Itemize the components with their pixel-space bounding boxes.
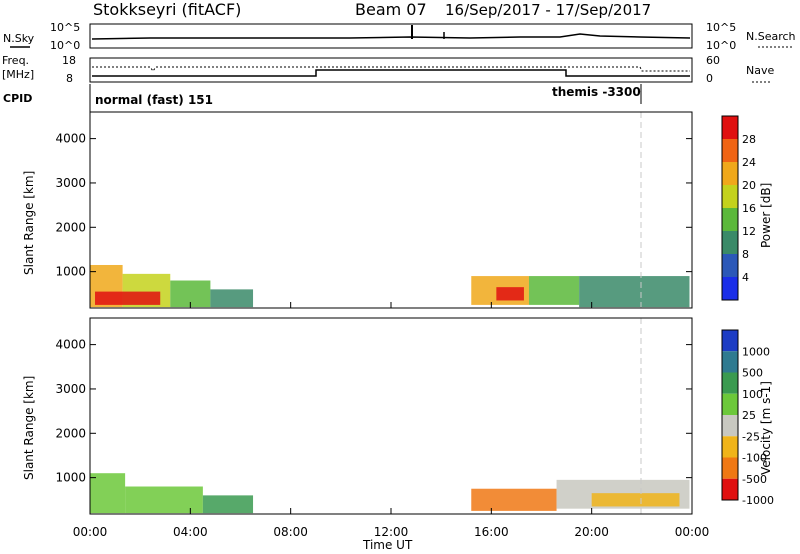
x-tick-label: 20:00 [574, 525, 609, 539]
colorbar-tick-label: -500 [742, 473, 767, 486]
colorbar-tick-label: -1000 [742, 494, 774, 507]
velocity-panel [90, 318, 690, 514]
nave-trace [92, 66, 690, 72]
y-tick-label: 2000 [55, 426, 86, 440]
colorbar-swatch [722, 457, 738, 479]
colorbar-swatch [722, 116, 738, 139]
data-region-1 [125, 486, 203, 514]
colorbar-swatch [722, 436, 738, 458]
freq-label-line2: [MHz] [2, 68, 34, 81]
colorbar-swatch [722, 208, 738, 231]
colorbar-swatch [722, 254, 738, 277]
data-region-0 [90, 473, 126, 514]
x-tick-label: 08:00 [273, 525, 308, 539]
y-tick-label: 3000 [55, 176, 86, 190]
freq-panel-frame [89, 57, 693, 83]
colorbar-swatch [722, 351, 738, 373]
x-tick-label: 04:00 [173, 525, 208, 539]
colorbar-swatch [722, 231, 738, 254]
freq-label-line1: Freq. [2, 54, 29, 67]
data-region-8 [95, 291, 161, 305]
cpid-label: CPID [3, 92, 32, 105]
colorbar-swatch [722, 185, 738, 208]
data-region-6 [579, 276, 690, 308]
power-y-ticks: 1000 2000 3000 4000 [55, 132, 692, 279]
colorbar-swatch [722, 277, 738, 300]
freq-tick-top: 18 [62, 54, 76, 67]
velocity-colorbar-label: Velocity [m s-1] [759, 381, 773, 475]
freq-trace [92, 69, 690, 77]
noise-left-tick-top: 10^5 [50, 21, 80, 34]
y-tick-label: 3000 [55, 382, 86, 396]
colorbar-swatch [722, 139, 738, 162]
colorbar-tick-label: 1000 [742, 345, 770, 358]
velocity-colorbar: 1000 500 100 25 -25 -100 -500 -1000 [721, 329, 774, 507]
colorbar-swatch [722, 393, 738, 415]
colorbar-tick-label: -25 [742, 430, 760, 443]
colorbar-tick-label: 100 [742, 388, 763, 401]
station-title: Stokkseyri (fitACF) [93, 0, 241, 19]
colorbar-tick-label: 500 [742, 367, 763, 380]
x-tick-label: 16:00 [474, 525, 509, 539]
noise-left-label: N.Sky [3, 32, 35, 45]
colorbar-tick-label: 12 [742, 225, 756, 238]
colorbar-swatch [722, 415, 738, 437]
noise-left-tick-bottom: 10^0 [50, 39, 80, 52]
cpid-program-2: themis -3300 [552, 85, 641, 99]
x-tick-label: 12:00 [374, 525, 409, 539]
noise-panel-frame [89, 23, 693, 49]
power-colorbar: 28 24 20 16 12 8 4 [721, 115, 756, 301]
data-region-3 [471, 488, 557, 511]
power-colorbar-label: Power [dB] [759, 183, 773, 248]
nave-tick-top: 60 [706, 54, 720, 67]
y-tick-label: 1000 [55, 265, 86, 279]
cpid-program-1: normal (fast) 151 [95, 93, 213, 107]
y-tick-label: 1000 [55, 471, 86, 485]
colorbar-frame [721, 329, 739, 501]
colorbar-tick-label: 4 [742, 271, 749, 284]
power-panel [90, 112, 690, 308]
freq-tick-bottom: 8 [66, 72, 73, 85]
colorbar-tick-label: 16 [742, 202, 756, 215]
velocity-ylabel: Slant Range [km] [22, 376, 36, 480]
y-tick-label: 4000 [55, 338, 86, 352]
beam-label: Beam 07 [355, 0, 427, 19]
colorbar-tick-label: 8 [742, 248, 749, 261]
colorbar-tick-label: -100 [742, 452, 767, 465]
date-range: 16/Sep/2017 - 17/Sep/2017 [445, 1, 651, 19]
x-tick-label: 00:00 [675, 525, 710, 539]
colorbar-swatch [722, 372, 738, 394]
data-region-5 [591, 493, 680, 507]
colorbar-frame [721, 115, 739, 301]
data-region-2 [202, 495, 254, 514]
velocity-y-ticks: 1000 2000 3000 4000 [55, 338, 692, 485]
colorbar-tick-label: 24 [742, 156, 756, 169]
colorbar-swatch [722, 478, 738, 500]
noise-sky-trace [91, 33, 691, 40]
y-tick-label: 4000 [55, 132, 86, 146]
nave-tick-bottom: 0 [706, 72, 713, 85]
data-region-5 [528, 276, 580, 305]
colorbar-swatch [722, 330, 738, 352]
data-region-7 [496, 287, 524, 301]
noise-right-tick-top: 10^5 [706, 21, 736, 34]
x-tick-label: 00:00 [73, 525, 108, 539]
y-tick-label: 2000 [55, 220, 86, 234]
colorbar-swatch [722, 162, 738, 185]
noise-right-tick-bottom: 10^0 [706, 39, 736, 52]
noise-right-label: N.Search [746, 30, 796, 43]
x-axis-ticks: 00:00 04:00 08:00 12:00 16:00 20:00 00:00 [73, 302, 710, 539]
power-ylabel: Slant Range [km] [22, 171, 36, 275]
colorbar-tick-label: 28 [742, 133, 756, 146]
x-axis-label: Time UT [362, 538, 413, 552]
colorbar-tick-label: 20 [742, 179, 756, 192]
data-region-3 [210, 289, 254, 308]
nave-label: Nave [746, 64, 774, 77]
colorbar-tick-label: 25 [742, 409, 756, 422]
